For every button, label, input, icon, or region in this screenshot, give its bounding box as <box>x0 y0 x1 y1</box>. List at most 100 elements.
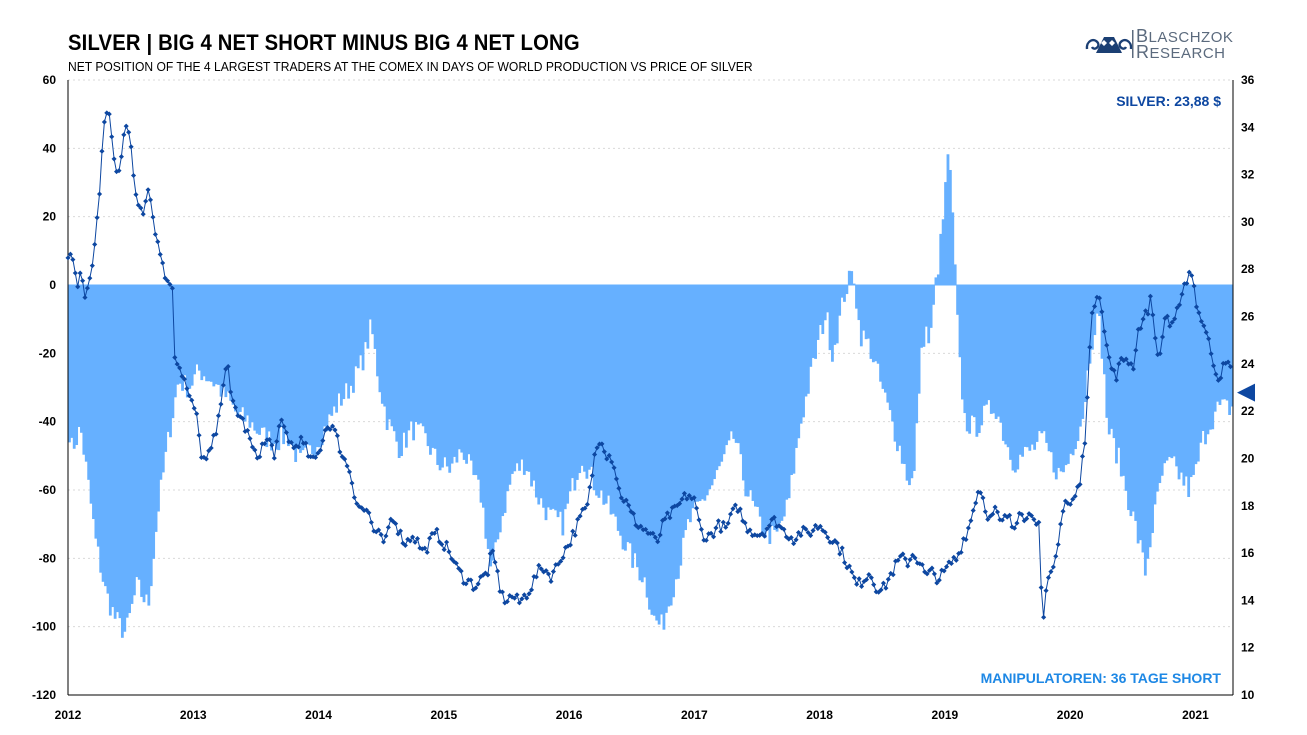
net-position-bar <box>917 285 921 394</box>
net-position-bar <box>222 285 225 384</box>
net-position-bar <box>1042 285 1046 432</box>
net-position-bar <box>450 285 454 464</box>
chart-title: SILVER | BIG 4 NET SHORT MINUS BIG 4 NET… <box>68 30 580 55</box>
net-position-bar <box>226 285 230 392</box>
net-position-bar <box>691 285 695 509</box>
net-position-bar <box>689 285 692 523</box>
net-position-bar <box>327 285 331 415</box>
net-position-bar <box>164 285 168 452</box>
silver-price-point <box>973 500 979 506</box>
silver-price-point <box>101 119 107 125</box>
silver-price-point <box>953 557 959 563</box>
left-tick-label: 60 <box>43 73 57 87</box>
net-position-bar <box>299 285 302 453</box>
net-position-bar <box>599 285 603 491</box>
silver-price-point <box>140 211 146 217</box>
silver-price-point <box>859 583 865 589</box>
net-position-bar <box>792 285 796 474</box>
silver-price-point <box>444 539 450 545</box>
net-position-bar <box>344 285 348 384</box>
net-position-bar <box>814 285 817 359</box>
net-position-bar <box>392 285 396 432</box>
silver-price-point <box>732 502 738 508</box>
silver-price-point <box>383 533 389 539</box>
manipulatoren-label: MANIPULATOREN: 36 TAGE SHORT <box>981 670 1222 686</box>
net-position-bar <box>89 285 93 504</box>
silver-price-point <box>385 524 391 530</box>
net-position-bar <box>648 285 651 610</box>
silver-price-point <box>157 251 163 257</box>
net-position-bar <box>1146 285 1150 559</box>
silver-price-point <box>910 552 916 558</box>
silver-price-point <box>167 281 173 287</box>
silver-price-point <box>965 525 971 531</box>
net-position-bar <box>354 285 358 367</box>
net-position-bar <box>1208 285 1212 430</box>
net-position-bar <box>936 274 940 285</box>
net-position-bar <box>231 285 235 405</box>
net-position-bar <box>417 285 420 425</box>
silver-price-point <box>606 452 612 459</box>
silver-price-point <box>677 501 683 507</box>
net-position-bar <box>903 285 907 464</box>
net-position-bar <box>132 285 136 596</box>
silver-price-point <box>1138 325 1144 332</box>
net-position-bar <box>1013 285 1017 473</box>
net-position-bar <box>997 285 1000 417</box>
right-tick-label: 34 <box>1241 120 1255 134</box>
net-position-bar <box>888 285 892 411</box>
silver-price-point <box>900 551 906 557</box>
silver-price-point <box>866 571 872 578</box>
net-position-bar <box>701 285 704 500</box>
net-position-bar <box>145 285 148 595</box>
silver-price-point <box>1041 614 1047 620</box>
silver-price-point <box>332 427 338 433</box>
net-position-bar <box>580 285 584 466</box>
net-position-bar <box>1170 285 1174 459</box>
silver-price-point <box>1043 588 1049 594</box>
silver-price-point <box>630 511 637 517</box>
net-position-bar <box>123 285 127 632</box>
net-position-bar <box>1086 285 1089 371</box>
net-position-bar <box>754 285 757 507</box>
silver-price-point <box>994 509 1001 515</box>
silver-price-point <box>191 405 197 411</box>
net-position-bar <box>376 285 379 377</box>
silver-price-point <box>878 587 884 593</box>
net-position-bar <box>489 285 493 567</box>
silver-price-point <box>410 534 416 540</box>
net-position-bar <box>486 285 490 549</box>
silver-price-point <box>145 187 151 193</box>
net-position-bar <box>474 285 478 476</box>
silver-price-point <box>851 575 857 581</box>
net-position-bar <box>515 285 519 464</box>
net-position-bar <box>563 285 567 510</box>
silver-price-point <box>359 505 365 511</box>
silver-price-point <box>111 156 117 162</box>
silver-price-point <box>791 541 797 547</box>
left-tick-label: 20 <box>43 210 57 224</box>
silver-price-point <box>487 551 493 557</box>
net-position-bar <box>289 285 293 444</box>
net-position-bar <box>431 285 435 448</box>
net-position-bar <box>737 285 740 444</box>
net-position-bar <box>583 285 586 472</box>
net-position-bar <box>496 285 500 540</box>
net-position-bar <box>806 285 810 394</box>
silver-price-point <box>317 447 323 453</box>
net-position-bar <box>816 285 820 340</box>
silver-price-point <box>203 456 209 462</box>
silver-price-point <box>982 509 988 515</box>
net-position-bar <box>590 285 594 467</box>
net-position-bar <box>101 285 105 582</box>
right-tick-label: 14 <box>1241 593 1255 607</box>
net-position-bar <box>715 285 719 471</box>
net-position-bar <box>1078 285 1082 427</box>
silver-price-point <box>679 496 685 502</box>
net-position-bar <box>664 285 668 613</box>
net-position-bar <box>1201 285 1205 431</box>
net-position-bar <box>1119 285 1123 477</box>
net-position-bar <box>946 154 950 285</box>
net-position-bar <box>739 285 743 455</box>
net-position-bar <box>178 285 182 384</box>
